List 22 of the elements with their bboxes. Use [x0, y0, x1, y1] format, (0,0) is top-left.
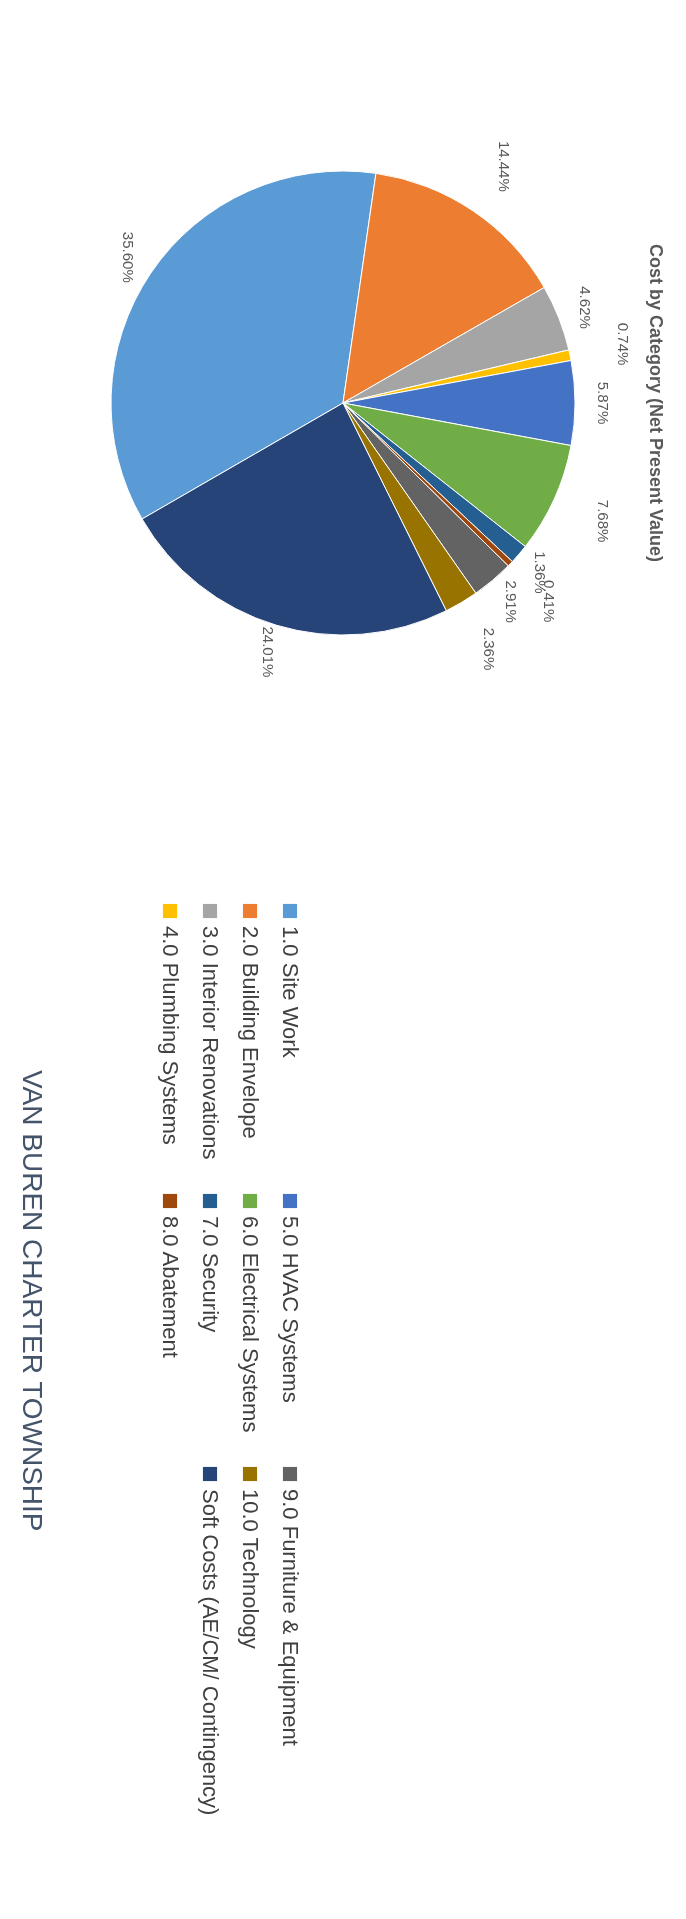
data-label: 2.91%	[502, 580, 520, 623]
data-label: 24.01%	[259, 626, 277, 678]
data-label: 0.74%	[614, 322, 632, 366]
legend-label: 2.0 Building Envelope	[238, 926, 263, 1139]
data-label: 7.68%	[595, 499, 613, 543]
data-label: 2.36%	[480, 627, 498, 671]
data-label: 5.87%	[595, 381, 612, 425]
data-label: 4.62%	[576, 286, 594, 329]
legend-label: 8.0 Abatement	[158, 1216, 183, 1358]
text: VAN BUREN CHARTER TOWNSHIP	[17, 1070, 48, 1532]
legend-label: 6.0 Electrical Systems	[238, 1216, 263, 1433]
legend-label: 3.0 Interior Renovations	[198, 926, 223, 1160]
legend-label: 10.0 Technology	[238, 1489, 263, 1649]
legend-label: Soft Costs (AE/CM/ Contingency)	[198, 1489, 223, 1816]
legend-label: 7.0 Security	[198, 1216, 223, 1333]
data-label: 14.44%	[495, 140, 513, 192]
legend-label: 4.0 Plumbing Systems	[158, 926, 183, 1145]
legend-label: 9.0 Furniture & Equipment	[278, 1489, 303, 1746]
text: Cost by Category (Net Present Value)	[646, 243, 666, 563]
legend-label: 1.0 Site Work	[278, 926, 303, 1059]
legend-label: 5.0 HVAC Systems	[278, 1216, 303, 1403]
data-label: 35.60%	[119, 231, 137, 283]
